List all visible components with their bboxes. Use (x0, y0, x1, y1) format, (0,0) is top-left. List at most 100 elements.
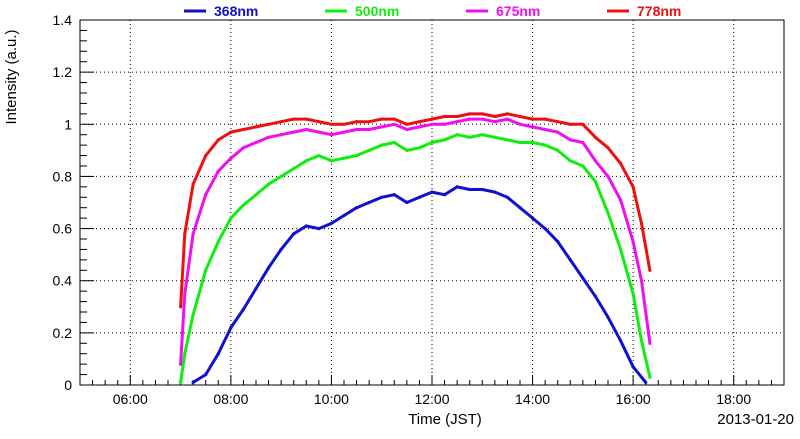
data-point-500nm (405, 148, 409, 152)
data-point-500nm (417, 146, 421, 150)
data-point-778nm (405, 122, 409, 126)
y-axis-label: Intensity (a.u.) (3, 29, 20, 124)
legend-label: 500nm (355, 3, 399, 19)
data-point-778nm (648, 268, 652, 272)
data-point-675nm (531, 125, 535, 129)
data-point-368nm (493, 190, 497, 194)
data-point-368nm (543, 227, 547, 231)
data-point-500nm (183, 352, 187, 356)
data-point-778nm (568, 122, 572, 126)
axis-ticks (79, 19, 785, 386)
data-point-778nm (317, 120, 321, 124)
tick-labels: 06:00 08:00 10:00 12:00 14:00 16:00 18:00 0 0.2 0… (53, 12, 752, 407)
data-point-675nm (455, 120, 459, 124)
data-point-675nm (254, 140, 258, 145)
data-point-675nm (606, 174, 610, 178)
data-point-778nm (639, 221, 644, 225)
data-point-675nm (191, 232, 195, 236)
data-point-500nm (367, 148, 371, 152)
x-tick-label: 06:00 (113, 391, 148, 407)
data-point-500nm (329, 159, 333, 163)
data-point-500nm (241, 203, 245, 207)
y-tick-label: 0.4 (53, 273, 73, 289)
data-point-675nm (279, 133, 283, 137)
data-point-778nm (581, 122, 585, 126)
data-point-778nm (254, 125, 258, 129)
data-point-675nm (355, 127, 359, 132)
data-point-500nm (455, 133, 459, 137)
data-point-368nm (455, 185, 459, 189)
data-point-368nm (568, 258, 572, 262)
data-point-368nm (304, 224, 308, 228)
series-lines (179, 112, 652, 384)
data-point-778nm (229, 130, 233, 134)
x-axis-label: Time (JST) (408, 411, 482, 428)
data-point-675nm (443, 122, 447, 126)
data-point-675nm (593, 159, 598, 163)
date-label: 2013-01-20 (717, 411, 794, 428)
data-point-675nm (204, 193, 208, 197)
data-point-368nm (556, 240, 560, 244)
data-point-368nm (229, 326, 233, 330)
legend-label: 778nm (637, 3, 681, 19)
data-point-778nm (355, 120, 359, 124)
data-point-500nm (556, 148, 560, 152)
data-point-368nm (380, 195, 384, 199)
data-point-778nm (392, 117, 396, 121)
data-point-675nm (648, 341, 652, 345)
data-point-368nm (267, 266, 271, 270)
data-point-778nm (267, 122, 271, 126)
data-point-675nm (292, 130, 296, 134)
data-point-368nm (505, 195, 509, 199)
data-point-778nm (179, 305, 183, 309)
data-point-675nm (317, 130, 321, 134)
data-point-368nm (619, 339, 623, 343)
data-point-368nm (644, 380, 648, 384)
data-point-500nm (267, 182, 271, 186)
data-point-778nm (606, 146, 610, 150)
data-point-778nm (183, 232, 187, 236)
data-point-500nm (505, 138, 509, 142)
data-point-675nm (216, 169, 220, 173)
y-tick-label: 0.2 (53, 325, 73, 341)
y-tick-label: 0.6 (53, 221, 73, 237)
data-point-500nm (639, 339, 644, 343)
series-line-368nm (191, 185, 648, 384)
data-point-675nm (183, 292, 187, 296)
data-point-500nm (531, 140, 535, 145)
data-point-500nm (606, 211, 610, 215)
data-point-675nm (380, 125, 384, 129)
data-point-500nm (216, 240, 220, 244)
y-tick-label: 0 (64, 377, 72, 393)
data-point-500nm (593, 180, 598, 184)
data-point-778nm (543, 117, 547, 121)
grid (80, 19, 784, 386)
data-point-675nm (405, 127, 409, 132)
data-point-500nm (179, 380, 183, 384)
data-point-368nm (342, 213, 346, 218)
data-point-368nm (317, 227, 321, 231)
data-point-778nm (329, 122, 333, 126)
legend: 368nm 500nm 675nm 778nm (184, 3, 681, 19)
data-point-368nm (355, 206, 359, 210)
data-point-778nm (380, 117, 384, 121)
data-point-778nm (430, 117, 434, 121)
data-point-500nm (304, 159, 308, 163)
data-point-368nm (631, 365, 635, 369)
x-tick-label: 08:00 (213, 391, 248, 407)
data-point-500nm (317, 154, 321, 158)
data-point-500nm (279, 174, 283, 178)
data-point-368nm (531, 216, 535, 220)
data-point-500nm (254, 193, 258, 197)
data-point-778nm (204, 154, 208, 158)
legend-label: 368nm (214, 3, 258, 19)
data-point-368nm (367, 200, 371, 205)
plot-frame (79, 19, 785, 386)
data-point-368nm (292, 232, 296, 236)
series-line-500nm (179, 133, 652, 384)
series-line-778nm (179, 112, 652, 309)
data-point-500nm (493, 135, 497, 139)
data-point-675nm (619, 198, 623, 202)
data-point-368nm (593, 294, 598, 298)
